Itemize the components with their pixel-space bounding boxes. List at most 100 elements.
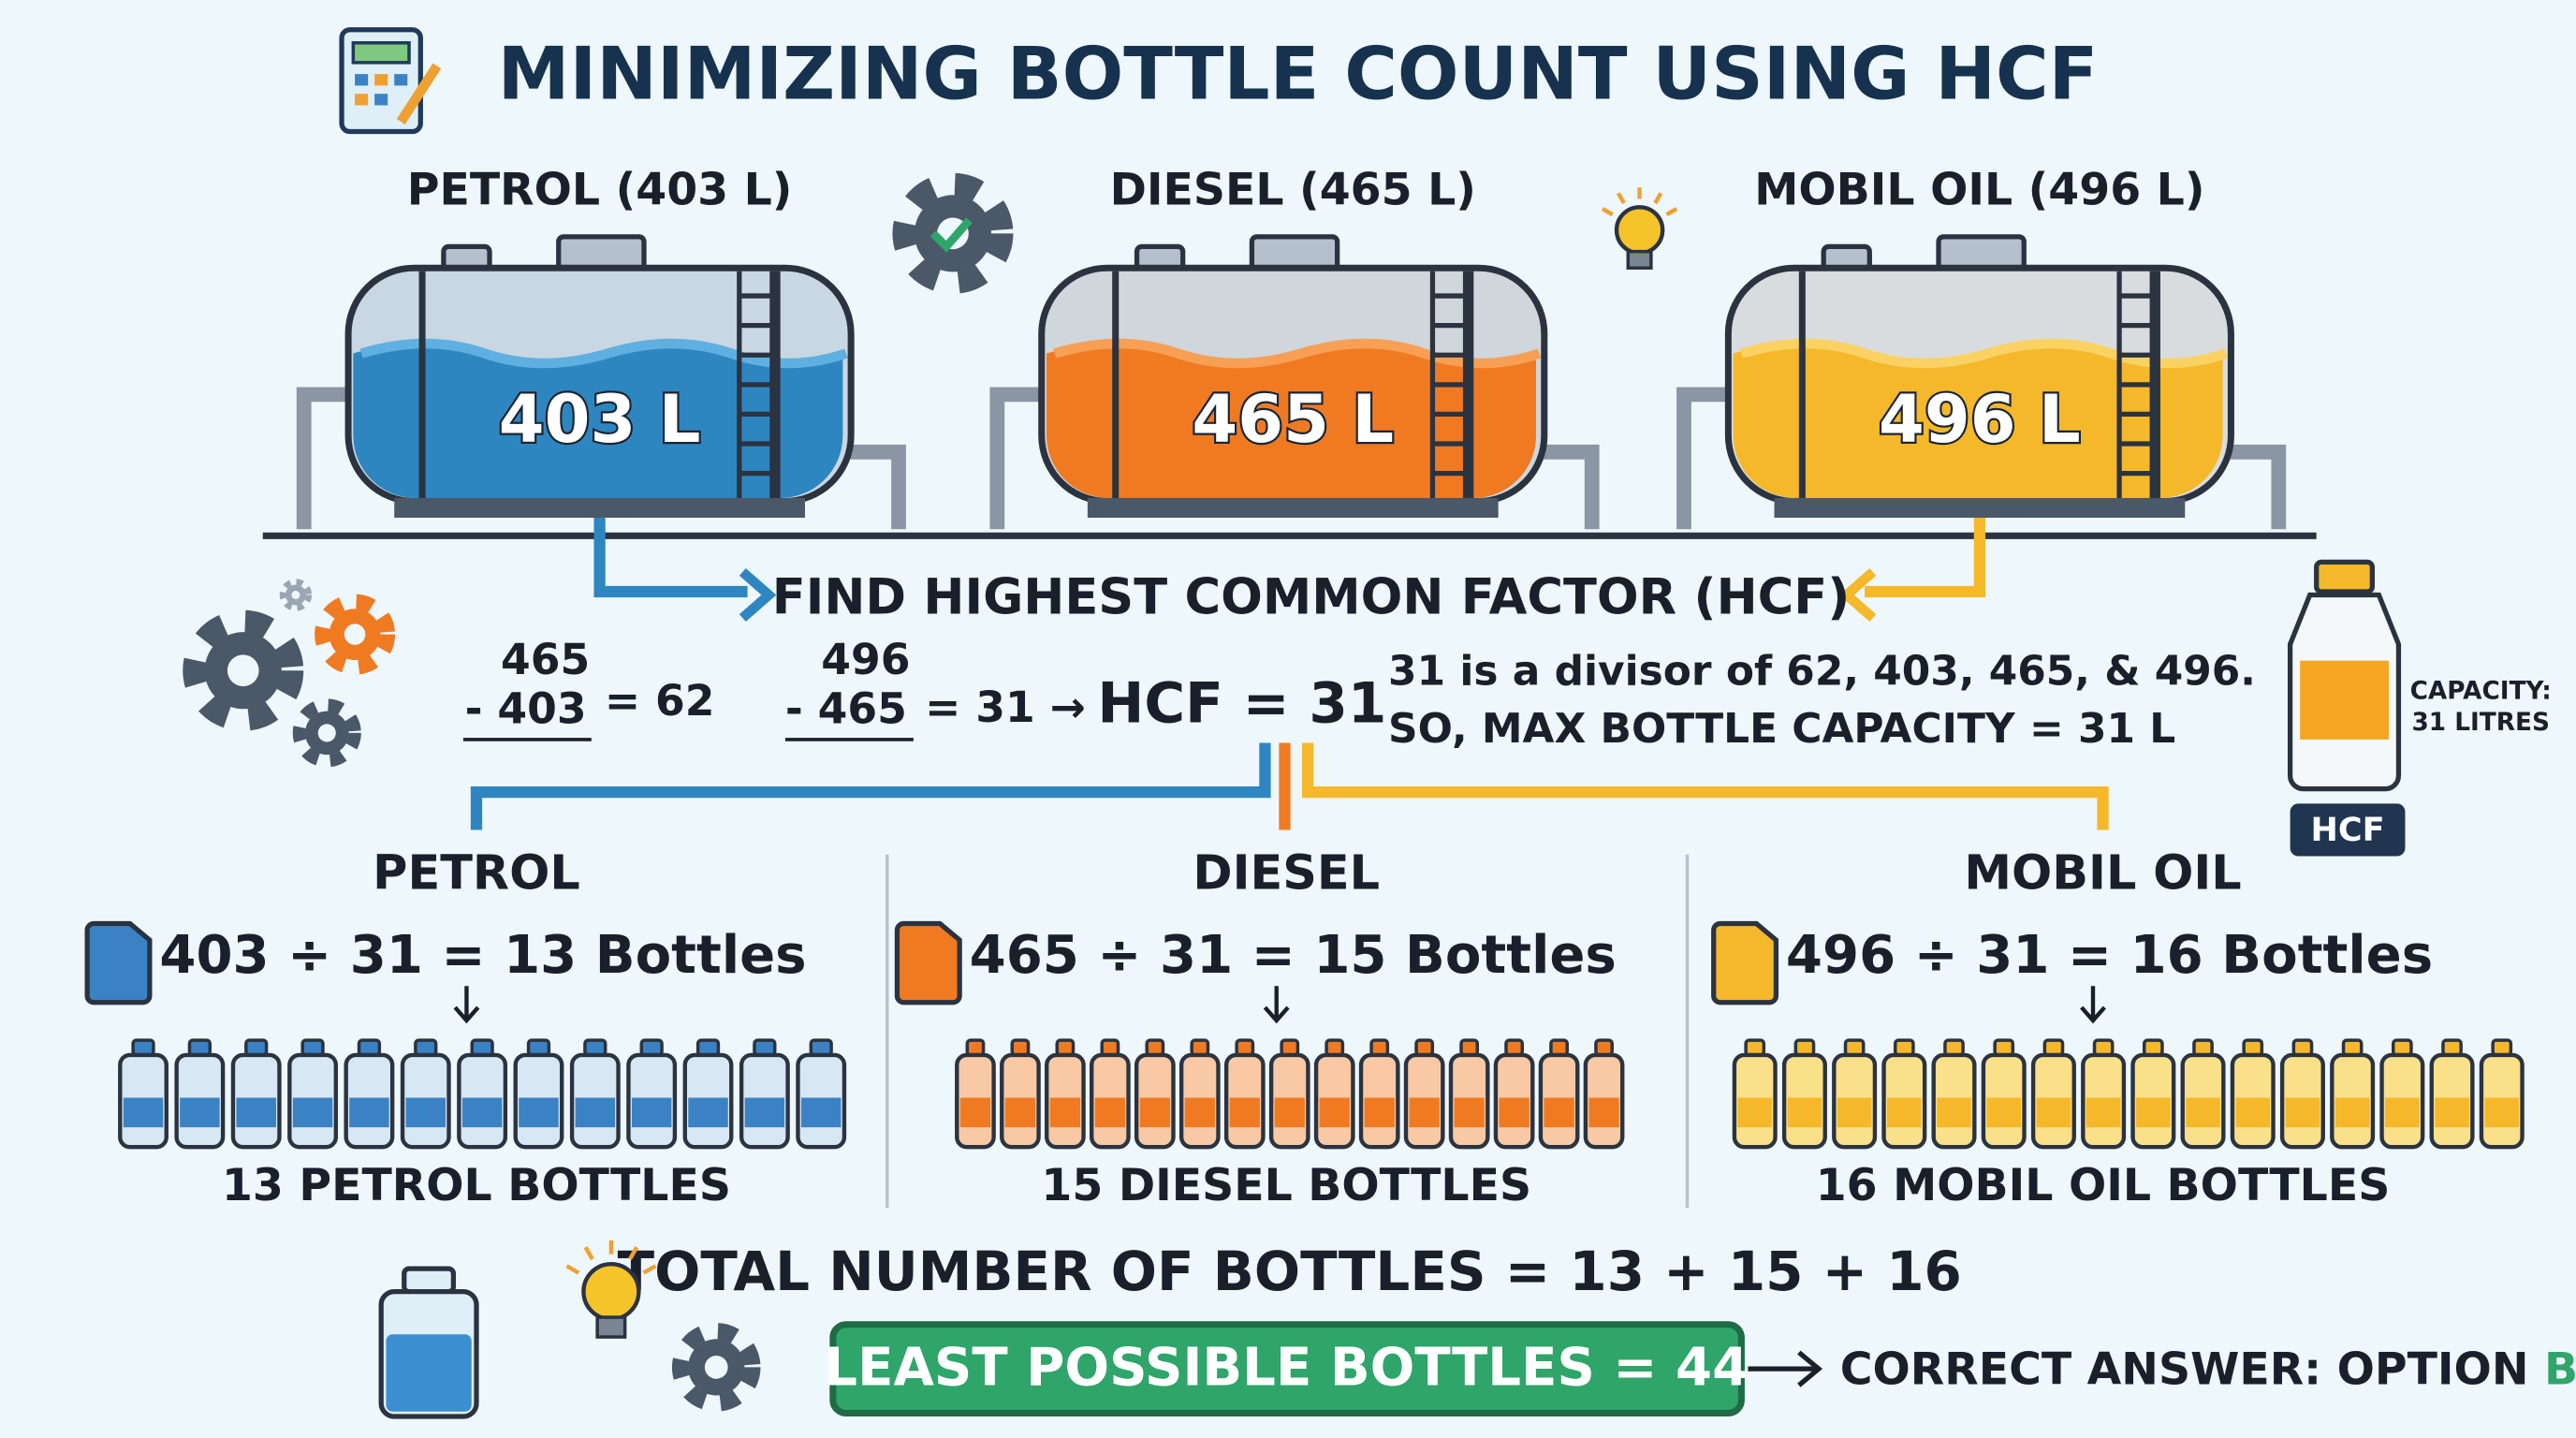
ladder — [737, 271, 775, 498]
bottle-fill — [1364, 1097, 1395, 1128]
bottle-cap — [1504, 1038, 1525, 1057]
bottle-cap — [2242, 1038, 2264, 1057]
bottle-cap — [639, 1038, 664, 1057]
bulb-ray — [565, 1264, 580, 1275]
bottle-fill — [1937, 1097, 1971, 1128]
bottle-cap — [695, 1038, 721, 1057]
bottle — [796, 1038, 847, 1150]
subtrahend: - 465 — [785, 684, 907, 734]
hcf-heading: FIND HIGHEST COMMON FACTOR (HCF) — [772, 568, 1851, 625]
tank-label: DIESEL (465 L) — [1110, 164, 1476, 215]
bottle-fill — [292, 1097, 333, 1128]
bottle-fill — [1409, 1097, 1440, 1128]
bottle — [1493, 1038, 1535, 1150]
bottle — [1313, 1038, 1355, 1150]
fuel-equation: 403 ÷ 31 = 13 Bottles — [159, 925, 806, 986]
bottle — [1403, 1038, 1445, 1150]
bottle-cap — [131, 1038, 155, 1057]
bottle-cap — [470, 1038, 494, 1057]
bottle-fill — [1049, 1097, 1081, 1128]
bottle — [2429, 1038, 2475, 1150]
bottle-cap — [809, 1038, 833, 1057]
bottle-fill — [236, 1097, 276, 1128]
arrow-down — [453, 986, 480, 1024]
arrow — [1748, 1350, 1823, 1387]
gear-hole — [344, 624, 366, 645]
arrow — [470, 742, 1271, 830]
bottle-fill — [1544, 1097, 1574, 1128]
bottle-cap — [1943, 1038, 1965, 1057]
bottle — [1448, 1038, 1490, 1150]
bottle-cap — [1594, 1038, 1614, 1057]
answer-option: B — [2544, 1344, 2576, 1396]
bulb-glass — [581, 1261, 641, 1322]
bulb-icon — [1601, 187, 1678, 270]
bottle-fill — [180, 1097, 220, 1128]
bottle-row — [1732, 1038, 2525, 1150]
arrow — [1865, 512, 1986, 598]
tank-cap — [1936, 234, 2027, 272]
arrow-down — [2080, 986, 2106, 1024]
bottle-cap — [2192, 1038, 2214, 1057]
bottle — [1538, 1038, 1580, 1150]
bottle-fill — [461, 1097, 503, 1128]
bottle-cap — [414, 1038, 438, 1057]
bottle-fill — [1454, 1097, 1485, 1128]
gear-icon — [292, 698, 361, 768]
tank-volume: 403 L — [499, 381, 701, 458]
fuel-equation: 496 ÷ 31 = 16 Bottles — [1786, 925, 2433, 986]
tank-stand — [1087, 497, 1499, 518]
bottle — [1134, 1038, 1176, 1150]
subtrahend: - 403 — [465, 684, 587, 734]
bottle-fill — [1319, 1097, 1350, 1128]
bulb-ray — [628, 1246, 639, 1261]
total-line: TOTAL NUMBER OF BOTTLES = 13 + 15 + 16 — [618, 1240, 1962, 1303]
bottle-cap — [583, 1038, 607, 1057]
arrow — [593, 512, 748, 598]
hcf-result: HCF = 31 — [1097, 671, 1386, 736]
bottle-cap — [1235, 1038, 1255, 1057]
bottle-fill — [1094, 1097, 1126, 1128]
bulb-icon — [565, 1240, 657, 1339]
jerrycan-icon — [1711, 920, 1779, 1005]
gear-icon — [279, 579, 313, 611]
bottle-fill — [2235, 1097, 2271, 1128]
bottle — [1832, 1038, 1878, 1150]
bottle-cap — [1190, 1038, 1210, 1057]
bottle — [1045, 1038, 1086, 1150]
title: MINIMIZING BOTTLE COUNT USING HCF — [498, 32, 2099, 116]
bottle — [2379, 1038, 2425, 1150]
check — [929, 217, 973, 253]
bulb-base — [1626, 249, 1653, 270]
gear-teeth — [183, 609, 304, 731]
bottle — [626, 1038, 678, 1150]
bottle-fill — [1737, 1097, 1773, 1128]
bottle-cap — [300, 1038, 325, 1057]
result-text: LEAST POSSIBLE BOTTLES = 44 — [824, 1338, 1749, 1399]
arrow-head — [739, 567, 777, 623]
bottle-fill — [959, 1097, 991, 1128]
bottle — [2230, 1038, 2276, 1150]
bulb-ray — [1653, 192, 1663, 205]
bottle — [230, 1038, 282, 1150]
bottle-fill — [688, 1097, 728, 1128]
capacity-label: CAPACITY: — [2410, 678, 2552, 706]
bottle — [2279, 1038, 2325, 1150]
fuel-caption: 16 MOBIL OIL BOTTLES — [1816, 1160, 2391, 1211]
jerrycan-icon — [894, 920, 962, 1005]
calculator-icon — [339, 27, 442, 135]
ladder — [2116, 271, 2155, 498]
bottle-fill — [1274, 1097, 1305, 1128]
answer: CORRECT ANSWER: OPTION B — [1840, 1344, 2576, 1396]
bottle — [2330, 1038, 2376, 1150]
bottle — [1268, 1038, 1310, 1150]
bottle-cap — [526, 1038, 551, 1057]
bottle — [400, 1038, 451, 1150]
answer-text: CORRECT ANSWER: OPTION — [1840, 1344, 2529, 1396]
hcf-badge-label: HCF — [2310, 811, 2384, 849]
bottle-cap — [1369, 1038, 1390, 1057]
bottle-fill — [2484, 1097, 2520, 1128]
bottle-cap — [1055, 1038, 1076, 1057]
bottle-fill — [2186, 1097, 2220, 1128]
bulb-ray — [642, 1264, 657, 1275]
